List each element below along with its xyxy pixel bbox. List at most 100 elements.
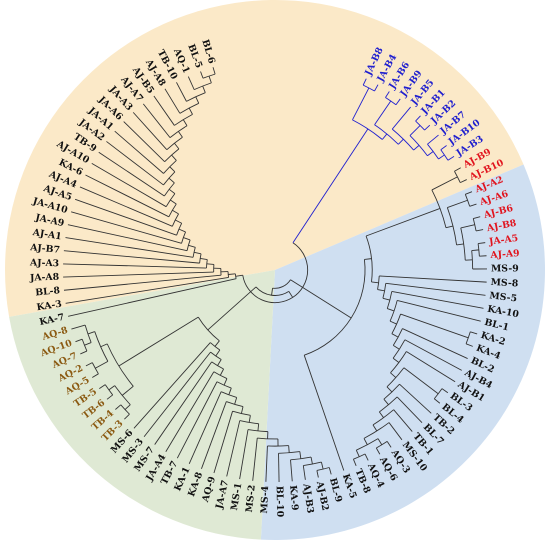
- branch-line-138: [320, 462, 324, 470]
- branch-line-86: [153, 95, 175, 126]
- taxon-label-ja-a8: JA-A8: [29, 272, 60, 284]
- branch-line-20: [413, 145, 420, 151]
- branch-line-262: [355, 449, 360, 457]
- branch-line-181: [71, 324, 86, 330]
- branch-line-81: [212, 67, 216, 75]
- branch-line-120: [234, 397, 238, 405]
- branch-line-144: [278, 453, 280, 482]
- branch-line-247: [383, 398, 389, 405]
- branch-line-87: [142, 103, 171, 138]
- branch-line-69: [177, 131, 183, 138]
- branch-line-242: [441, 388, 449, 394]
- branch-line-216: [385, 282, 486, 296]
- branch-line-33: [235, 274, 243, 277]
- branch-line-134: [299, 451, 302, 459]
- branch-arc-131: [267, 445, 289, 447]
- taxon-label-aj-a3: AJ-A3: [29, 257, 59, 269]
- branch-line-57: [170, 199, 177, 205]
- branch-line-73: [188, 107, 193, 115]
- taxon-label-ms-4: MS-4: [259, 485, 271, 514]
- branch-line-153: [165, 371, 215, 452]
- branch-arc-58: [165, 193, 176, 207]
- branch-line-231: [402, 328, 468, 359]
- branch-line-67: [174, 142, 180, 150]
- branch-line-94: [85, 174, 170, 218]
- branch-line-19: [391, 106, 411, 130]
- branch-line-126: [257, 423, 260, 431]
- branch-line-214: [377, 289, 385, 292]
- branch-line-252: [393, 409, 413, 432]
- branch-line-156: [133, 342, 211, 429]
- branch-arc-56: [168, 203, 177, 217]
- branch-line-167: [106, 394, 113, 400]
- taxon-label-aj-a9: AJ-A9: [489, 248, 520, 261]
- branch-line-85: [164, 88, 181, 114]
- branch-line-237: [406, 351, 456, 383]
- branch-line-1: [271, 288, 273, 296]
- branch-arc-125: [239, 420, 259, 425]
- branch-arc-30: [440, 149, 449, 161]
- branch-line-253: [372, 424, 378, 432]
- branch-line-97: [71, 211, 182, 244]
- taxon-label-ka-9: KA-9: [287, 485, 300, 511]
- branch-line-32: [447, 156, 455, 161]
- branch-line-90: [114, 130, 164, 174]
- clade-sector-green: [9, 270, 276, 540]
- branch-line-188: [431, 176, 458, 191]
- taxon-label-bl-8: BL-8: [35, 285, 61, 298]
- branch-line-225: [400, 313, 469, 339]
- branch-line-116: [223, 378, 228, 386]
- branch-line-229: [391, 333, 399, 338]
- branch-line-104: [65, 276, 229, 304]
- branch-line-151: [188, 391, 222, 465]
- branch-line-141: [316, 470, 319, 478]
- clade-sector-blue: [260, 164, 545, 540]
- branch-line-114: [219, 368, 224, 376]
- branch-line-202: [473, 216, 481, 219]
- branch-line-26: [427, 151, 434, 157]
- clade-sectors: [5, 0, 545, 540]
- branch-line-53: [175, 219, 182, 224]
- branch-arc-2: [255, 286, 290, 296]
- branch-line-3: [288, 291, 294, 298]
- branch-line-234: [404, 339, 462, 371]
- branch-line-190: [454, 167, 461, 172]
- branch-line-24: [415, 115, 421, 122]
- branch-line-71: [182, 119, 188, 126]
- branch-line-182: [290, 279, 352, 319]
- branch-line-256: [363, 438, 368, 445]
- branch-line-92: [98, 151, 165, 197]
- branch-line-206: [471, 249, 479, 252]
- branch-line-179: [80, 350, 88, 355]
- branch-line-211: [371, 281, 379, 284]
- branch-line-25: [424, 124, 431, 131]
- branch-line-136: [310, 456, 313, 465]
- branch-line-16: [395, 98, 401, 105]
- branch-line-103: [63, 274, 222, 291]
- branch-line-147: [239, 429, 249, 480]
- branch-line-243: [433, 398, 441, 404]
- branch-line-168: [99, 384, 106, 389]
- branch-line-95: [79, 186, 173, 227]
- branch-line-93: [91, 162, 167, 208]
- branch-line-186: [365, 207, 441, 237]
- branch-line-22: [409, 125, 421, 136]
- branch-line-264: [364, 453, 369, 461]
- branch-line-105: [68, 278, 237, 317]
- branch-line-217: [382, 297, 390, 301]
- branch-line-55: [172, 209, 179, 215]
- branch-line-142: [302, 465, 306, 480]
- branch-line-13: [374, 100, 392, 125]
- branch-line-9: [362, 78, 367, 86]
- taxon-label-aj-b7: AJ-B7: [29, 242, 61, 256]
- branch-line-29: [438, 154, 445, 160]
- branch-line-240: [403, 367, 439, 395]
- branch-line-213: [379, 275, 487, 283]
- clade-sector-yellow: [5, 0, 524, 317]
- branch-line-122: [240, 406, 244, 414]
- branch-arc-224: [391, 313, 402, 334]
- branch-line-15: [385, 91, 390, 98]
- branch-line-89: [123, 121, 165, 163]
- branch-line-180: [75, 338, 83, 343]
- branch-line-249: [396, 396, 423, 424]
